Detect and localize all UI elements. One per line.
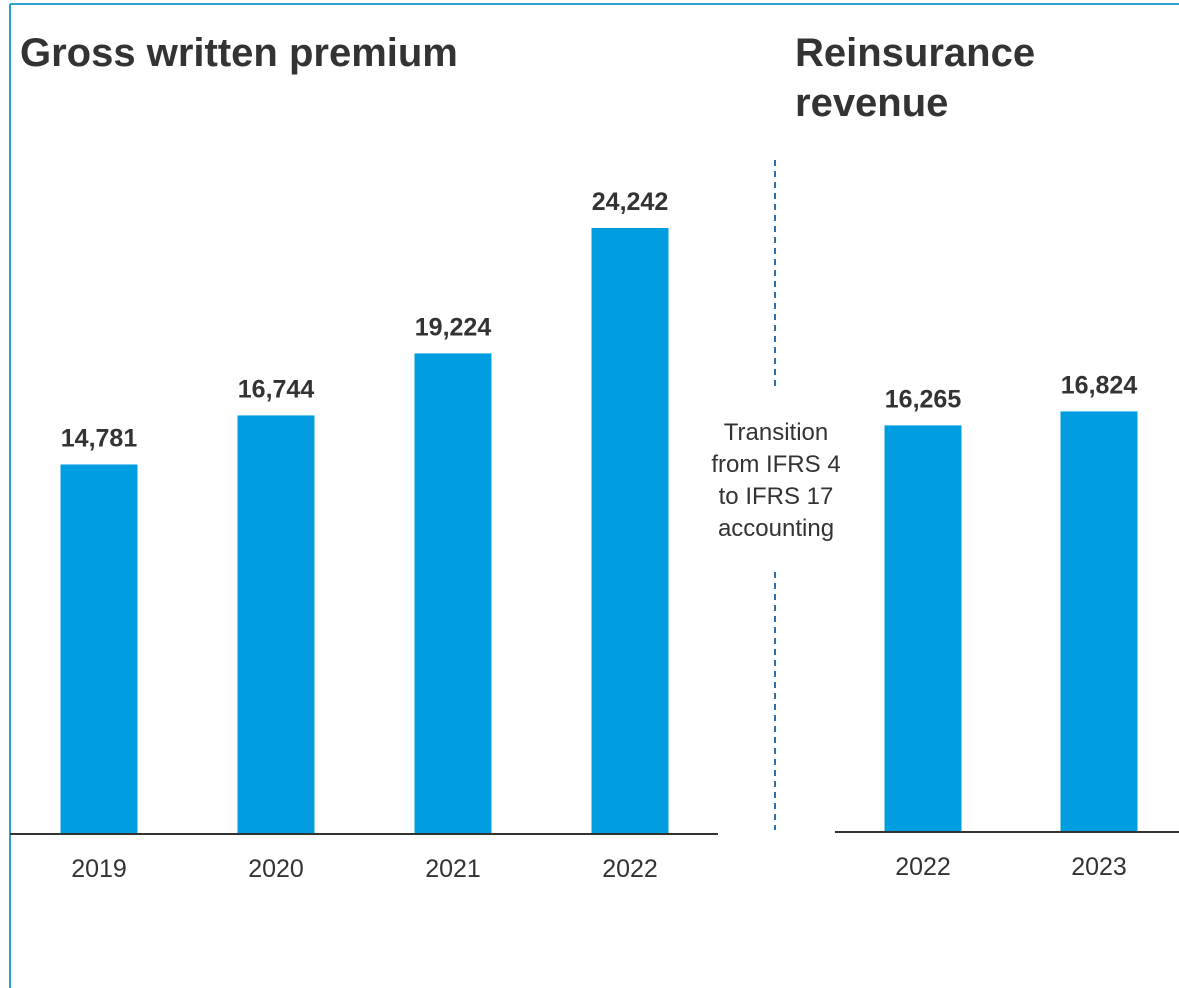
right-value-labels: 16,265 16,824 xyxy=(885,371,1138,413)
left-tick-label-2022: 2022 xyxy=(602,855,658,883)
right-bar-2023 xyxy=(1060,411,1138,832)
left-value-label-2019: 14,781 xyxy=(61,424,138,452)
transition-note-line-1: Transition xyxy=(724,419,828,446)
right-tick-label-2023: 2023 xyxy=(1071,853,1127,881)
right-tick-labels: 2022 2023 xyxy=(895,853,1127,881)
transition-note-line-4: accounting xyxy=(718,515,834,542)
transition-note-line-2: from IFRS 4 xyxy=(711,451,840,478)
left-value-label-2022: 24,242 xyxy=(592,188,668,216)
left-tick-label-2019: 2019 xyxy=(71,855,127,883)
right-value-label-2022: 16,265 xyxy=(885,385,962,413)
left-tick-labels: 2019 2020 2021 2022 xyxy=(71,855,658,883)
left-tick-label-2021: 2021 xyxy=(425,855,481,883)
right-bar-2022 xyxy=(884,425,962,832)
right-value-label-2023: 16,824 xyxy=(1061,371,1138,399)
left-bar-2019 xyxy=(60,464,138,834)
right-chart-title-line-2: revenue xyxy=(795,81,948,125)
left-bars xyxy=(60,227,669,834)
right-bars xyxy=(884,411,1138,832)
left-value-label-2021: 19,224 xyxy=(415,313,492,341)
left-chart-title: Gross written premium xyxy=(20,31,458,75)
left-bar-2020 xyxy=(237,415,315,834)
left-tick-label-2020: 2020 xyxy=(248,855,304,883)
right-tick-label-2022: 2022 xyxy=(895,853,951,881)
transition-note-line-3: to IFRS 17 xyxy=(719,483,834,510)
left-bar-2022 xyxy=(591,227,669,834)
left-bar-2021 xyxy=(414,353,492,834)
left-value-label-2020: 16,744 xyxy=(238,375,315,403)
left-value-labels: 14,781 16,744 19,224 24,242 xyxy=(61,188,668,453)
right-chart-title-line-1: Reinsurance xyxy=(795,31,1035,75)
